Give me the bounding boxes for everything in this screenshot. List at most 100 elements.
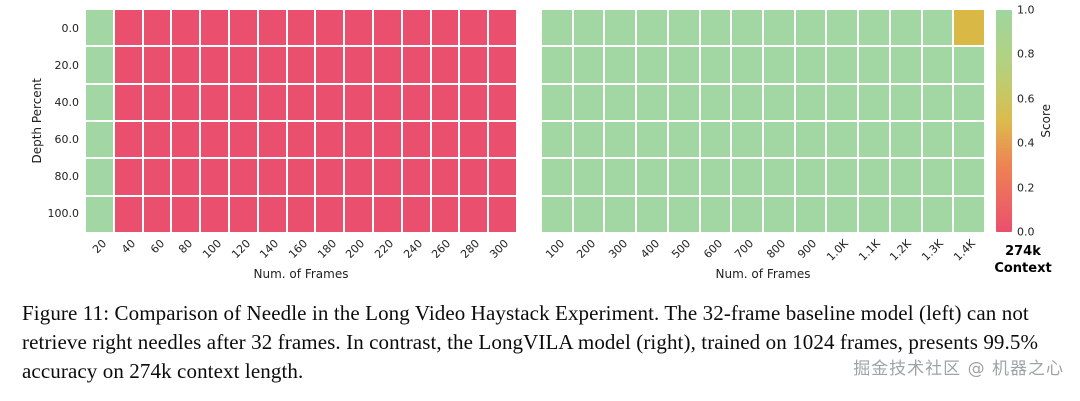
heatmap-cell: [668, 196, 699, 232]
heatmap-cell: [345, 159, 372, 195]
heatmap-cell: [732, 47, 762, 83]
x-tick-label: 1.0K: [824, 237, 852, 264]
heatmap-cell: [763, 121, 794, 158]
left-heatmap-panel: Depth Percent 0.0 20.0 40.0 60.0 80.0 100.0 2…: [28, 10, 516, 281]
heatmap-cell: [373, 47, 401, 83]
right-heatmap-grid: [542, 10, 984, 232]
heatmap-cell: [922, 196, 953, 232]
heatmap-cell: [954, 10, 984, 46]
heatmap-cell: [431, 121, 459, 158]
heatmap-cell: [542, 10, 572, 46]
heatmap-cell: [114, 84, 142, 120]
heatmap-cell: [201, 84, 228, 120]
heatmap-cell: [172, 10, 200, 46]
heatmap-cell: [201, 47, 228, 83]
x-tick-label: 280: [458, 237, 483, 262]
heatmap-cell: [402, 10, 430, 46]
heatmap-cell: [229, 159, 257, 195]
heatmap-cell: [859, 10, 889, 46]
heatmap-cell: [859, 196, 889, 232]
heatmap-cell: [229, 47, 257, 83]
y-tick-label: 80.0: [54, 170, 80, 183]
x-tick-label: 260: [429, 237, 454, 262]
heatmap-cell: [954, 47, 984, 83]
heatmap-cell: [922, 121, 953, 158]
heatmap-cell: [700, 10, 731, 46]
heatmap-cell: [143, 196, 171, 232]
heatmap-cell: [668, 121, 699, 158]
heatmap-cell: [827, 10, 858, 46]
heatmap-cell: [229, 121, 257, 158]
heatmap-cell: [143, 121, 171, 158]
heatmap-cell: [859, 159, 889, 195]
heatmap-cell: [229, 196, 257, 232]
heatmap-cell: [859, 121, 889, 158]
heatmap-cell: [637, 121, 667, 158]
heatmap-cell: [573, 159, 604, 195]
heatmap-cell: [573, 10, 604, 46]
heatmap-cell: [890, 47, 921, 83]
x-tick-label: 80: [176, 237, 196, 257]
heatmap-cell: [402, 196, 430, 232]
x-tick-label: 1.4K: [950, 237, 978, 264]
colorbar-row: 1.0 0.8 0.6 0.4 0.2 0.0 Score: [996, 4, 1054, 239]
heatmap-cell: [287, 10, 315, 46]
heatmap-cell: [637, 196, 667, 232]
x-tick-label: 400: [637, 237, 662, 262]
heatmap-cell: [373, 159, 401, 195]
heatmap-cell: [700, 84, 731, 120]
heatmap-cell: [668, 84, 699, 120]
heatmap-cell: [732, 159, 762, 195]
x-tick-label: 1.1K: [856, 237, 883, 264]
heatmap-cell: [201, 159, 228, 195]
x-tick-label: 100: [542, 237, 567, 262]
heatmap-cell: [573, 121, 604, 158]
x-tick-label: 1.2K: [887, 237, 915, 264]
heatmap-cell: [402, 121, 430, 158]
left-heatmap-grid: [86, 10, 516, 232]
heatmap-cell: [827, 159, 858, 195]
heatmap-cell: [700, 159, 731, 195]
heatmap-cell: [732, 10, 762, 46]
heatmap-cell: [489, 47, 516, 83]
heatmap-cell: [229, 10, 257, 46]
heatmap-cell: [431, 47, 459, 83]
heatmap-cell: [201, 196, 228, 232]
right-x-axis-ticks: 100 200 300 400 500 600 700 800 900 1.0K 1.1K 1.2K 1…: [542, 236, 984, 266]
right-plot-area: 100 200 300 400 500 600 700 800 900 1.0K 1.1K 1.2K 1…: [542, 10, 984, 281]
heatmap-cell: [143, 10, 171, 46]
heatmap-cell: [172, 84, 200, 120]
heatmap-cell: [345, 121, 372, 158]
x-tick-label: 200: [574, 237, 599, 262]
context-annotation-line1: 274k: [1005, 244, 1041, 259]
heatmap-cell: [402, 84, 430, 120]
heatmap-cell: [460, 47, 488, 83]
heatmap-cell: [431, 10, 459, 46]
colorbar: 1.0 0.8 0.6 0.4 0.2 0.0 Score 274k Context: [994, 4, 1054, 278]
heatmap-cell: [542, 47, 572, 83]
heatmap-cell: [258, 47, 286, 83]
heatmap-cell: [201, 10, 228, 46]
heatmap-cell: [732, 84, 762, 120]
heatmap-cell: [605, 121, 636, 158]
heatmap-cell: [700, 121, 731, 158]
heatmap-cell: [827, 121, 858, 158]
heatmap-cell: [700, 47, 731, 83]
heatmap-cell: [86, 159, 113, 195]
right-heatmap-panel: 100 200 300 400 500 600 700 800 900 1.0K 1.1K 1.2K 1…: [542, 10, 984, 281]
heatmap-cell: [316, 10, 344, 46]
figure-caption: Figure 11: Comparison of Needle in the L…: [22, 301, 1039, 383]
colorbar-tick-label: 0.4: [1017, 136, 1035, 150]
heatmap-cell: [172, 159, 200, 195]
right-x-axis-label: Num. of Frames: [715, 267, 811, 281]
heatmap-cell: [460, 121, 488, 158]
heatmap-cell: [605, 47, 636, 83]
heatmap-cell: [732, 196, 762, 232]
y-axis-label-wrap: Depth Percent: [28, 10, 45, 232]
colorbar-ticks: 1.0 0.8 0.6 0.4 0.2 0.0: [1012, 4, 1039, 239]
heatmap-cell: [922, 159, 953, 195]
heatmap-cell: [345, 47, 372, 83]
heatmap-cell: [763, 196, 794, 232]
heatmap-cell: [489, 196, 516, 232]
